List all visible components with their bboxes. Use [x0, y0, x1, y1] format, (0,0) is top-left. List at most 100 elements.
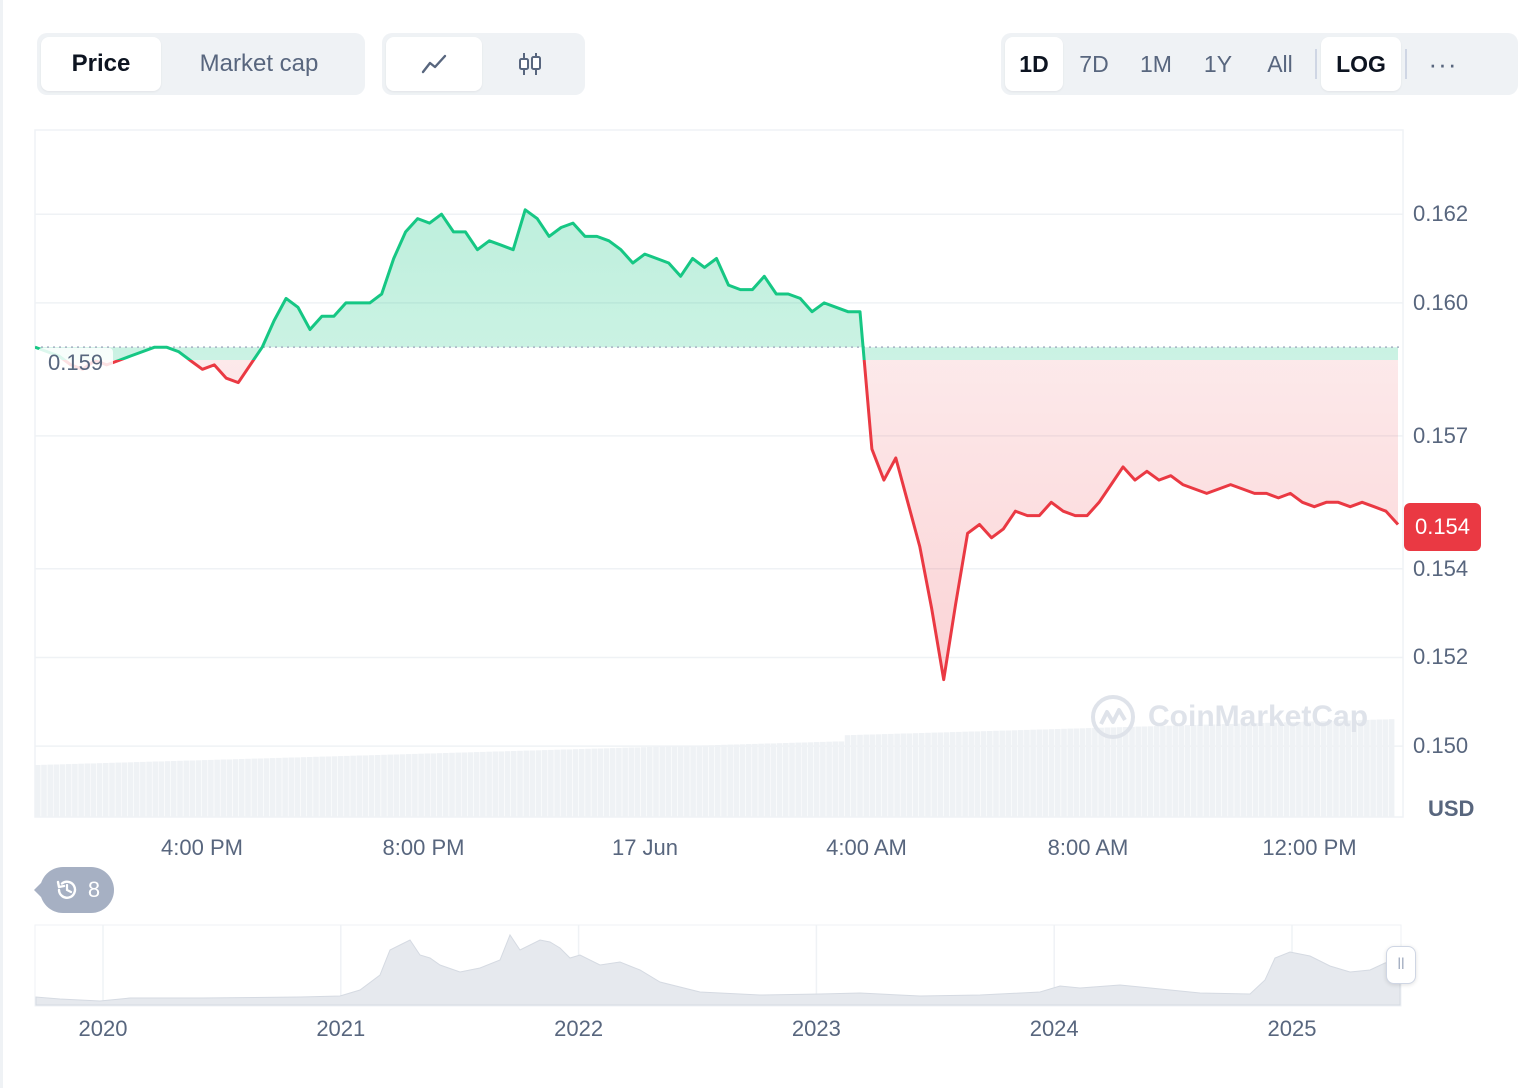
- volume-bar: [121, 762, 128, 817]
- volume-bar: [925, 732, 931, 817]
- tab-market-cap[interactable]: Market cap: [199, 50, 319, 77]
- volume-bar: [1011, 730, 1018, 817]
- volume-bar: [208, 759, 214, 817]
- volume-bar: [1067, 728, 1073, 817]
- navigator-year-label: 2022: [554, 1016, 604, 1041]
- volume-bar: [257, 758, 264, 817]
- volume-bar: [214, 759, 220, 817]
- volume-bar: [801, 742, 808, 817]
- chart-style-toggle: [382, 33, 585, 95]
- volume-bar: [356, 755, 363, 817]
- line-chart-button[interactable]: [386, 37, 482, 91]
- volume-bar: [1333, 720, 1339, 817]
- volume-bar: [665, 746, 672, 817]
- history-count: 8: [87, 877, 101, 902]
- volume-bar: [1308, 721, 1315, 817]
- range-1m-button[interactable]: 1M: [1140, 50, 1172, 77]
- volume-bar: [78, 763, 84, 817]
- volume-bar: [53, 764, 60, 817]
- price-chart[interactable]: [0, 0, 1540, 880]
- volume-bar: [1345, 720, 1352, 817]
- y-tick-label: 0.162: [1413, 201, 1469, 227]
- volume-bar: [863, 734, 869, 817]
- tab-price[interactable]: Price: [41, 37, 161, 91]
- volume-bar: [127, 762, 134, 817]
- volume-bar: [430, 753, 437, 817]
- y-tick-label: 0.157: [1413, 422, 1469, 448]
- volume-bar: [548, 749, 554, 817]
- navigator-year-label: 2023: [791, 1016, 841, 1041]
- volume-bar: [177, 760, 183, 817]
- volume-bar: [1327, 721, 1333, 817]
- volume-bar: [1246, 723, 1253, 817]
- history-button[interactable]: 8: [34, 867, 114, 913]
- range-1y-button[interactable]: 1Y: [1203, 50, 1233, 77]
- history-icon: [56, 880, 77, 899]
- volume-bar: [164, 761, 171, 817]
- volume-bar: [628, 747, 635, 817]
- volume-bar: [844, 735, 851, 817]
- toolbar-divider: [1405, 49, 1407, 79]
- volume-bar: [572, 749, 579, 817]
- volume-bar: [480, 751, 486, 817]
- range-1d-button[interactable]: 1D: [1005, 37, 1063, 91]
- volume-bar: [41, 764, 47, 817]
- watermark-logo: CoinMarketCap: [1090, 694, 1368, 740]
- volume-bar: [813, 742, 820, 817]
- volume-bar: [294, 757, 301, 817]
- volume-bar: [1123, 727, 1129, 817]
- volume-bar: [752, 743, 758, 817]
- volume-bar: [461, 752, 468, 817]
- volume-bar: [677, 746, 684, 817]
- page-left-border: [0, 0, 3, 1088]
- volume-bar: [362, 755, 369, 817]
- volume-bar: [764, 743, 771, 817]
- volume-bar: [523, 750, 529, 817]
- volume-bar: [1005, 730, 1012, 817]
- volume-bar: [745, 744, 752, 817]
- volume-bar: [690, 745, 696, 817]
- volume-bar: [739, 744, 746, 817]
- y-tick-label: 0.150: [1413, 733, 1469, 759]
- more-options-button[interactable]: ···: [1428, 48, 1458, 79]
- volume-bar: [276, 757, 282, 817]
- volume-bar: [1357, 720, 1364, 817]
- volume-bar: [758, 743, 764, 817]
- price-line-up: [35, 208, 866, 360]
- range-7d-button[interactable]: 7D: [1079, 50, 1109, 77]
- volume-bar: [1252, 723, 1259, 817]
- volume-bar: [1042, 729, 1049, 817]
- volume-bar: [220, 759, 227, 817]
- volume-bar: [634, 747, 641, 817]
- y-tick-label: 0.152: [1413, 644, 1469, 670]
- volume-bar: [1104, 727, 1111, 817]
- volume-bar: [1234, 723, 1240, 817]
- candlestick-button[interactable]: [482, 37, 578, 91]
- volume-bar: [486, 751, 492, 817]
- volume-bar: [1283, 722, 1290, 817]
- log-scale-button[interactable]: LOG: [1321, 37, 1401, 91]
- volume-bar: [195, 760, 202, 817]
- navigator-area: [35, 933, 1401, 1006]
- volume-bar: [826, 741, 832, 817]
- volume-bar: [1079, 728, 1086, 817]
- volume-bar: [647, 747, 653, 817]
- volume-bar: [1203, 724, 1209, 817]
- volume-bar: [1030, 729, 1036, 817]
- volume-bar: [239, 759, 245, 817]
- volume-bars: [35, 719, 1395, 817]
- volume-bar: [109, 762, 115, 817]
- navigator-handle[interactable]: ll: [1386, 946, 1416, 984]
- volume-bar: [1160, 725, 1166, 817]
- range-navigator[interactable]: [0, 900, 1540, 1010]
- range-all-button[interactable]: All: [1267, 50, 1293, 77]
- x-tick-label: 4:00 AM: [826, 835, 907, 860]
- volume-bar: [1116, 727, 1123, 817]
- navigator-year-label: 2024: [1029, 1016, 1079, 1041]
- volume-bar: [640, 747, 647, 817]
- volume-bar: [1098, 727, 1104, 817]
- volume-bar: [455, 752, 461, 817]
- volume-bar: [226, 759, 233, 817]
- volume-bar: [1166, 725, 1172, 817]
- volume-bar: [245, 758, 251, 817]
